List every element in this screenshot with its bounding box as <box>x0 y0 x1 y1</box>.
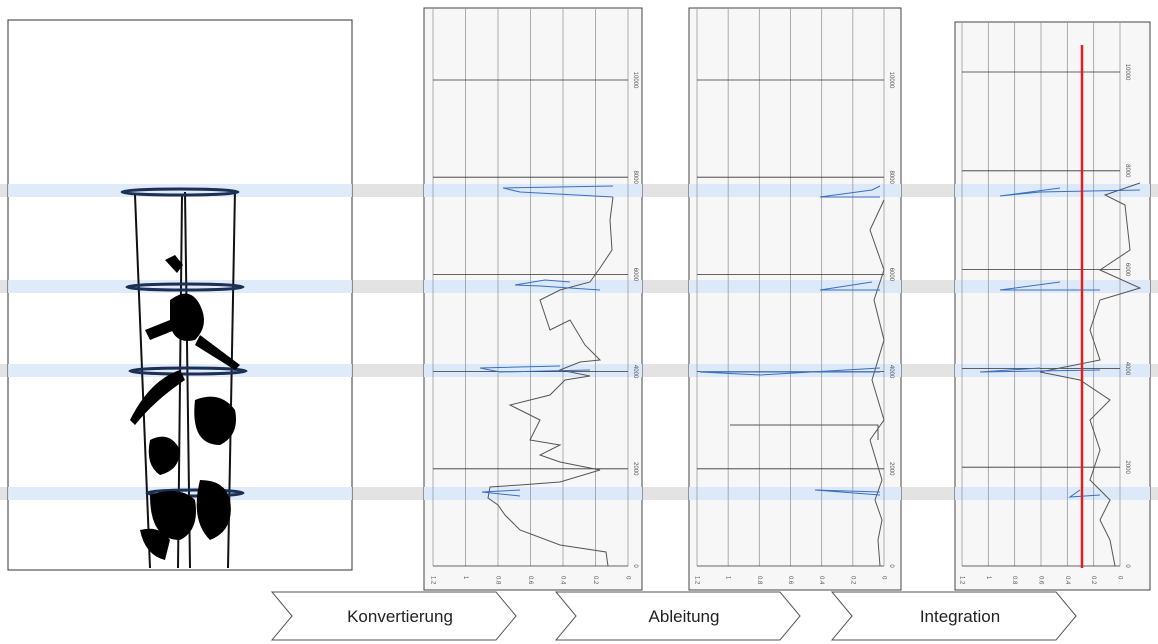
panel-frame <box>688 7 902 591</box>
x-tick-label: 1 <box>985 576 991 580</box>
x-tick-label: 0.8 <box>1011 576 1017 585</box>
step-chevron <box>270 591 517 641</box>
plant-panel <box>7 19 353 571</box>
step-label: Konvertierung <box>347 607 453 626</box>
x-tick-label: 0 <box>880 576 886 580</box>
band <box>689 184 901 197</box>
band <box>955 487 1150 500</box>
x-tick-label: 1.2 <box>958 576 964 585</box>
band <box>689 364 901 377</box>
band <box>424 364 642 377</box>
x-tick-label: 0.8 <box>494 576 500 585</box>
x-tick-label: 1 <box>462 576 468 580</box>
y-tick-label: 8000 <box>1124 164 1130 178</box>
step-chevron <box>554 591 801 641</box>
x-tick-label: 0.6 <box>787 576 793 585</box>
chart-panel: 1.2 1 0.8 0.6 0.4 0.2 0 0 2000 4000 6000 8000 10000 <box>423 7 643 591</box>
x-tick-label: 0 <box>1116 576 1122 580</box>
curves <box>479 45 1142 568</box>
y-tick-label: 8000 <box>888 171 894 185</box>
y-tick-label: 2000 <box>1124 461 1130 475</box>
y-tick-label: 10000 <box>1124 64 1130 81</box>
y-tick-label: 4000 <box>1124 362 1130 376</box>
x-tick-label: 0.6 <box>527 576 533 585</box>
x-tick-label: 0.2 <box>592 576 598 585</box>
y-tick-label: 6000 <box>888 268 894 282</box>
x-tick-label: 0.4 <box>818 576 824 585</box>
x-tick-label: 0.2 <box>849 576 855 585</box>
band <box>424 184 642 197</box>
x-tick-label: 0.2 <box>1090 576 1096 585</box>
y-tick-label: 4000 <box>888 365 894 379</box>
band <box>955 280 1150 293</box>
band <box>424 487 642 500</box>
band <box>955 184 1150 197</box>
x-tick-label: 0.4 <box>1064 576 1070 585</box>
y-tick-label: 10000 <box>632 72 638 89</box>
y-tick-label: 0 <box>888 564 894 568</box>
x-tick-label: 0 <box>624 576 630 580</box>
band <box>424 280 642 293</box>
panel-frame <box>423 7 643 591</box>
panel-frame <box>954 21 1151 591</box>
y-tick-label: 0 <box>1124 564 1130 568</box>
x-tick-label: 0.8 <box>756 576 762 585</box>
step-chevron <box>830 591 1077 641</box>
x-tick-label: 0.4 <box>559 576 565 585</box>
x-tick-label: 1.2 <box>693 576 699 585</box>
band <box>689 487 901 500</box>
y-tick-label: 10000 <box>888 72 894 89</box>
x-tick-label: 0.6 <box>1037 576 1043 585</box>
y-tick-label: 0 <box>632 564 638 568</box>
step-label: Integration <box>920 607 1000 626</box>
step-label: Ableitung <box>649 607 720 626</box>
chart-panel: 1.2 1 0.8 0.6 0.4 0.2 0 0 2000 4000 6000 8000 10000 <box>954 21 1151 591</box>
y-tick-label: 6000 <box>632 268 638 282</box>
y-tick-label: 2000 <box>632 462 638 476</box>
x-tick-label: 1.2 <box>429 576 435 585</box>
y-tick-label: 4000 <box>632 365 638 379</box>
y-tick-label: 6000 <box>1124 263 1130 277</box>
y-tick-label: 8000 <box>632 171 638 185</box>
chart-panel: 1.2 1 0.8 0.6 0.4 0.2 0 0 2000 4000 6000 8000 10000 <box>688 7 902 591</box>
x-tick-label: 1 <box>725 576 731 580</box>
y-tick-label: 2000 <box>888 462 894 476</box>
